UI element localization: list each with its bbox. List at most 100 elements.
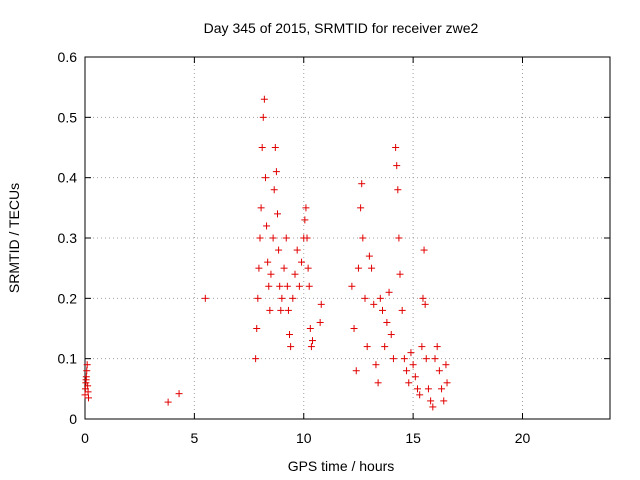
data-point	[252, 355, 260, 363]
data-point	[416, 391, 424, 399]
data-point	[385, 288, 393, 296]
data-point	[303, 234, 311, 242]
data-point	[269, 234, 277, 242]
data-point	[256, 234, 264, 242]
data-point	[253, 325, 261, 332]
data-point	[309, 337, 316, 345]
data-point	[257, 204, 265, 212]
data-point	[255, 264, 263, 272]
x-tick-label: 0	[81, 430, 89, 446]
data-point	[419, 294, 427, 302]
data-point	[421, 300, 429, 308]
x-tick-label: 20	[515, 430, 531, 446]
data-point	[82, 376, 90, 384]
y-tick-label: 0.2	[58, 290, 78, 306]
data-point	[368, 264, 376, 272]
y-tick-label: 0	[69, 411, 77, 427]
data-point	[374, 379, 382, 387]
data-point	[83, 367, 91, 375]
data-point	[403, 367, 411, 375]
data-point	[84, 382, 92, 390]
data-point	[400, 355, 408, 363]
data-point	[316, 318, 324, 326]
data-point	[420, 246, 428, 254]
data-point	[393, 162, 401, 170]
data-point	[263, 222, 271, 230]
data-point	[392, 144, 400, 151]
data-point	[293, 246, 301, 254]
data-point	[424, 385, 432, 393]
data-point	[284, 306, 292, 314]
data-point	[164, 398, 172, 406]
y-tick-label: 0.6	[58, 49, 78, 65]
data-point	[84, 388, 92, 396]
data-point	[442, 361, 450, 369]
data-point	[275, 246, 283, 254]
data-point	[277, 306, 285, 314]
data-point	[376, 294, 384, 302]
data-point	[254, 294, 262, 302]
x-axis-label: GPS time / hours	[288, 458, 395, 474]
data-point	[398, 306, 406, 314]
data-point	[358, 180, 366, 188]
data-point	[175, 390, 183, 398]
data-point	[272, 168, 280, 176]
data-point	[440, 397, 448, 405]
data-point	[264, 258, 272, 266]
data-point	[317, 300, 325, 308]
data-point	[270, 186, 278, 194]
data-point	[389, 355, 397, 363]
data-point	[405, 379, 413, 387]
data-point	[201, 294, 209, 302]
y-tick-label: 0.4	[58, 170, 78, 186]
data-point	[265, 282, 273, 290]
data-point	[286, 331, 294, 339]
data-point	[443, 379, 451, 387]
y-tick-label: 0.1	[58, 351, 78, 367]
data-point	[429, 403, 437, 411]
data-point	[278, 294, 286, 302]
data-point	[287, 343, 295, 351]
data-point	[350, 325, 358, 332]
data-point	[383, 318, 391, 326]
data-point	[274, 210, 281, 218]
data-point	[282, 234, 290, 242]
data-point	[261, 174, 269, 182]
plot-frame	[84, 56, 611, 420]
data-points	[81, 95, 451, 411]
data-point	[271, 144, 279, 151]
data-point	[365, 252, 373, 260]
data-point	[370, 300, 378, 308]
data-point	[359, 234, 367, 242]
data-point	[414, 385, 421, 393]
data-point	[298, 258, 306, 266]
data-point	[267, 270, 275, 278]
x-tick-label: 15	[405, 430, 421, 446]
data-point	[352, 367, 360, 375]
data-point	[280, 264, 288, 272]
data-point	[260, 95, 268, 103]
data-point	[427, 397, 435, 405]
grid	[85, 57, 610, 419]
data-point	[438, 385, 446, 393]
data-point	[407, 349, 415, 357]
data-point	[411, 373, 419, 381]
data-point	[81, 391, 89, 399]
data-point	[266, 306, 274, 314]
data-point	[289, 294, 297, 302]
tick-labels: 0 5 10 15 20 0 0.1 0.2 0.3 0.4 0.5 0.6	[58, 49, 531, 446]
data-point	[291, 270, 299, 278]
data-point	[422, 355, 430, 363]
x-tick-label: 10	[296, 430, 312, 446]
data-point	[381, 343, 389, 351]
data-point	[409, 361, 417, 369]
axis-ticks	[84, 56, 610, 420]
data-point	[357, 204, 365, 212]
data-point	[379, 306, 386, 314]
data-point	[306, 325, 314, 332]
data-point	[361, 294, 369, 302]
y-tick-label: 0.5	[58, 109, 78, 125]
data-point	[295, 282, 303, 290]
data-point	[394, 186, 402, 194]
